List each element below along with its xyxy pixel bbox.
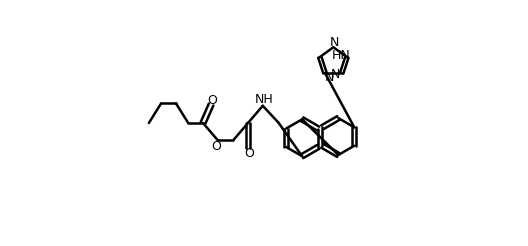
Text: N: N [330, 36, 340, 49]
Text: N: N [325, 71, 334, 84]
Text: HN: HN [332, 49, 350, 62]
Text: O: O [244, 147, 254, 160]
Text: N: N [331, 68, 341, 81]
Text: O: O [212, 140, 221, 153]
Text: NH: NH [254, 93, 274, 106]
Text: O: O [208, 94, 218, 107]
